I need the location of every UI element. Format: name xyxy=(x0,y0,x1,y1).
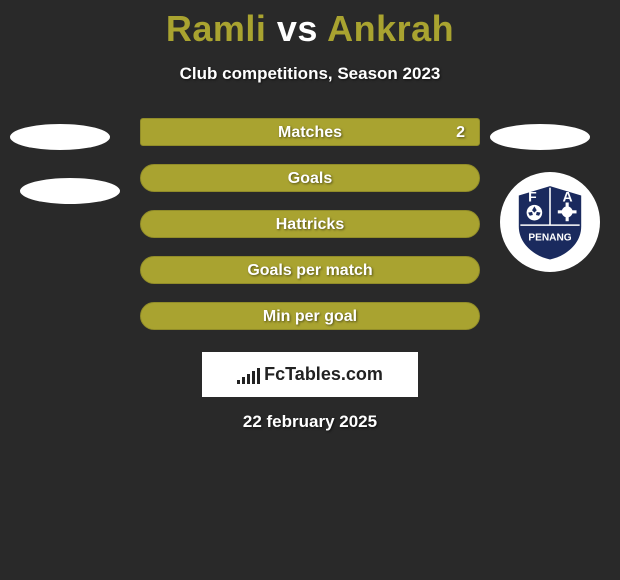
vs-text: vs xyxy=(277,8,318,49)
club-badge: F A PENANG xyxy=(500,172,600,272)
stat-bar-wrap: Matches 2 xyxy=(140,118,480,146)
fctables-attribution: FcTables.com xyxy=(202,352,418,397)
stat-bar: Min per goal xyxy=(140,302,480,330)
subtitle: Club competitions, Season 2023 xyxy=(0,64,620,84)
stat-label: Min per goal xyxy=(263,308,357,325)
stat-label: Goals xyxy=(288,170,332,187)
club-badge-svg: F A PENANG xyxy=(511,183,589,261)
stat-bar-wrap: Goals xyxy=(140,164,480,192)
stat-label: Matches xyxy=(278,124,342,141)
stat-row: Min per goal xyxy=(0,302,620,348)
svg-text:F: F xyxy=(528,189,537,205)
player1-avatar-placeholder-1 xyxy=(10,124,110,150)
infographic-date: 22 february 2025 xyxy=(0,412,620,432)
stat-bar: Matches 2 xyxy=(140,118,480,146)
stat-value-right: 2 xyxy=(456,119,465,147)
stat-bar: Goals xyxy=(140,164,480,192)
fctables-text: FcTables.com xyxy=(264,364,383,385)
comparison-title: Ramli vs Ankrah xyxy=(0,0,620,50)
stat-bar-wrap: Goals per match xyxy=(140,256,480,284)
stat-bar-wrap: Min per goal xyxy=(140,302,480,330)
player2-avatar-placeholder xyxy=(490,124,590,150)
stat-label: Goals per match xyxy=(247,262,372,279)
fctables-logo: FcTables.com xyxy=(237,364,383,385)
stat-bar: Hattricks xyxy=(140,210,480,238)
stat-label: Hattricks xyxy=(276,216,344,233)
player1-name: Ramli xyxy=(166,8,267,49)
stat-bar: Goals per match xyxy=(140,256,480,284)
fctables-bars-icon xyxy=(237,366,260,384)
stat-bar-wrap: Hattricks xyxy=(140,210,480,238)
svg-text:A: A xyxy=(562,189,572,205)
player2-name: Ankrah xyxy=(327,8,454,49)
player1-avatar-placeholder-2 xyxy=(20,178,120,204)
svg-text:PENANG: PENANG xyxy=(528,233,571,244)
